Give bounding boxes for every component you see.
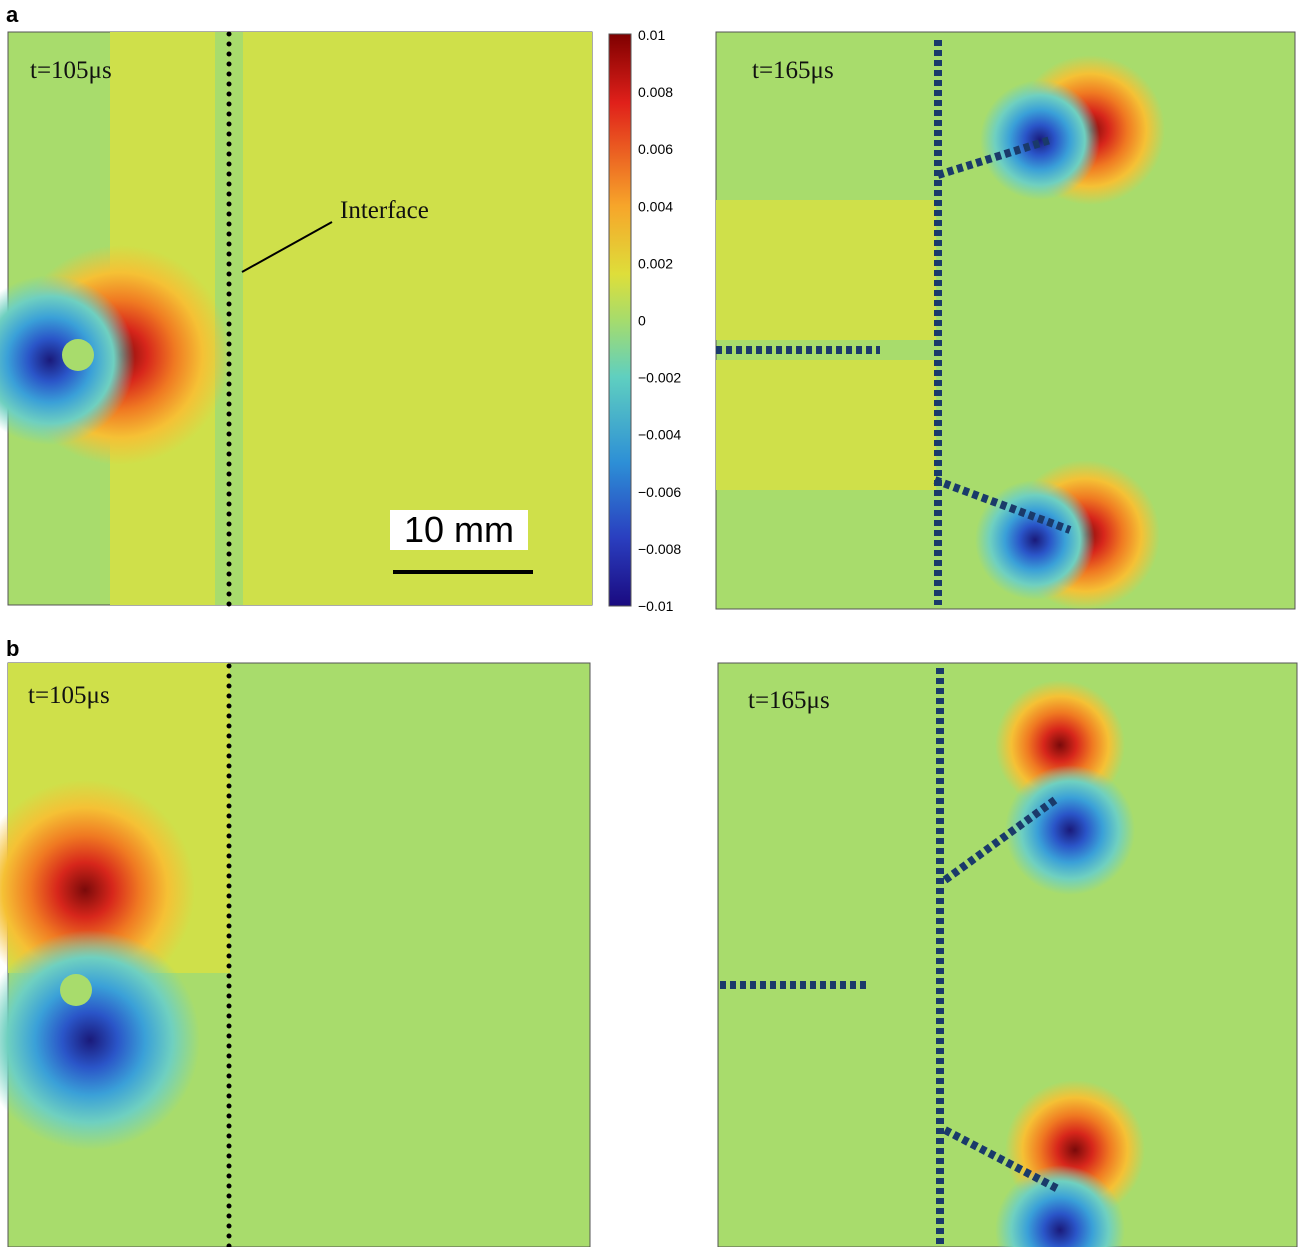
contour-plot: t=165μs: [716, 32, 1295, 610]
time-label: t=165μs: [748, 687, 830, 714]
time-label: t=105μs: [30, 57, 112, 84]
colorbar-tick-label: −0.002: [638, 370, 681, 386]
crack-tip: [60, 974, 92, 1006]
colorbar-tick-label: −0.006: [638, 484, 681, 500]
annotation: Interface: [340, 197, 429, 224]
colorbar: [609, 34, 631, 606]
panel-label: a: [6, 2, 19, 27]
contour-region: [716, 200, 936, 340]
colorbar-tick-label: 0: [638, 313, 646, 329]
colorbar-tick-label: 0.002: [638, 255, 673, 271]
colorbar-tick-label: 0.01: [638, 27, 665, 43]
stress-lobe: [1005, 765, 1135, 895]
crack-tip: [62, 339, 94, 371]
colorbar-tick-label: −0.008: [638, 541, 681, 557]
stress-lobe: [980, 80, 1100, 200]
colorbar-tick-label: −0.01: [638, 598, 674, 614]
colorbar-tick-label: −0.004: [638, 427, 681, 443]
time-label: t=105μs: [28, 682, 110, 709]
contour-plot: t=165μs: [718, 663, 1297, 1247]
contour-plot: t=105μs: [0, 663, 590, 1247]
colorbar-ticks: 0.01 0.008 0.006 0.004 0.002 0 −0.002 −0.004 −0.…: [638, 27, 681, 614]
figure: a b t=105μs Interface 10 mm 0.010.0080.0…: [0, 0, 1300, 1247]
colorbar-tick-label: 0.008: [638, 84, 673, 100]
scale-label: 10 mm: [404, 509, 514, 550]
time-label: t=165μs: [752, 57, 834, 84]
contour-region: [716, 360, 936, 490]
contour-plot: t=105μs Interface 10 mm: [0, 32, 592, 605]
panel-label: b: [6, 636, 19, 661]
colorbar-tick-label: 0.006: [638, 141, 673, 157]
colorbar-tick-label: 0.004: [638, 198, 673, 214]
